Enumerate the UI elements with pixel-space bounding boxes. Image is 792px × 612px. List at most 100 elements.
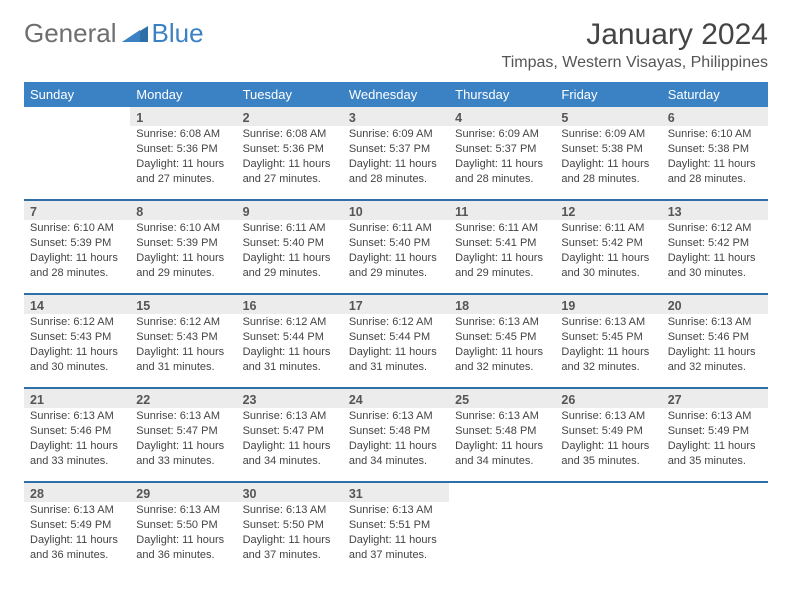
day-number-cell: 11 [449, 201, 555, 220]
daylight-line: Daylight: 11 hours and 30 minutes. [30, 345, 124, 375]
daylight-line: Daylight: 11 hours and 29 minutes. [455, 251, 549, 281]
sunset-line: Sunset: 5:48 PM [455, 424, 549, 439]
sunrise-line: Sunrise: 6:10 AM [136, 221, 230, 236]
sunset-line: Sunset: 5:47 PM [136, 424, 230, 439]
day-header: Sunday [24, 82, 130, 107]
brand-text-2: Blue [152, 18, 204, 49]
daylight-line: Daylight: 11 hours and 28 minutes. [455, 157, 549, 187]
day-header: Tuesday [237, 82, 343, 107]
sunrise-line: Sunrise: 6:13 AM [349, 503, 443, 518]
day-detail-cell: Sunrise: 6:13 AMSunset: 5:48 PMDaylight:… [449, 408, 555, 482]
day-number-cell: 22 [130, 389, 236, 408]
sunset-line: Sunset: 5:42 PM [561, 236, 655, 251]
brand-logo: General Blue [24, 18, 204, 49]
day-detail-cell: Sunrise: 6:12 AMSunset: 5:43 PMDaylight:… [24, 314, 130, 388]
sunrise-line: Sunrise: 6:13 AM [561, 315, 655, 330]
sunset-line: Sunset: 5:39 PM [136, 236, 230, 251]
sunrise-line: Sunrise: 6:12 AM [243, 315, 337, 330]
sunrise-line: Sunrise: 6:08 AM [243, 127, 337, 142]
day-header: Friday [555, 82, 661, 107]
day-number-cell: 5 [555, 107, 661, 126]
sunrise-line: Sunrise: 6:13 AM [455, 315, 549, 330]
day-header: Saturday [662, 82, 768, 107]
sunrise-line: Sunrise: 6:10 AM [668, 127, 762, 142]
day-number-cell: 1 [130, 107, 236, 126]
day-detail-cell: Sunrise: 6:13 AMSunset: 5:46 PMDaylight:… [662, 314, 768, 388]
sunrise-line: Sunrise: 6:09 AM [561, 127, 655, 142]
daylight-line: Daylight: 11 hours and 31 minutes. [243, 345, 337, 375]
day-detail-cell: Sunrise: 6:13 AMSunset: 5:49 PMDaylight:… [662, 408, 768, 482]
sunset-line: Sunset: 5:37 PM [349, 142, 443, 157]
sunrise-line: Sunrise: 6:13 AM [668, 409, 762, 424]
sunset-line: Sunset: 5:36 PM [243, 142, 337, 157]
sunrise-line: Sunrise: 6:11 AM [243, 221, 337, 236]
daylight-line: Daylight: 11 hours and 29 minutes. [243, 251, 337, 281]
day-detail-cell: Sunrise: 6:13 AMSunset: 5:45 PMDaylight:… [555, 314, 661, 388]
day-number-cell: 31 [343, 483, 449, 502]
day-detail-cell: Sunrise: 6:13 AMSunset: 5:50 PMDaylight:… [237, 502, 343, 576]
day-detail-cell: Sunrise: 6:13 AMSunset: 5:49 PMDaylight:… [24, 502, 130, 576]
day-detail-cell: Sunrise: 6:13 AMSunset: 5:46 PMDaylight:… [24, 408, 130, 482]
sunset-line: Sunset: 5:50 PM [243, 518, 337, 533]
daylight-line: Daylight: 11 hours and 36 minutes. [136, 533, 230, 563]
sunset-line: Sunset: 5:49 PM [30, 518, 124, 533]
day-number-cell: 18 [449, 295, 555, 314]
sunset-line: Sunset: 5:49 PM [561, 424, 655, 439]
sunset-line: Sunset: 5:40 PM [243, 236, 337, 251]
daylight-line: Daylight: 11 hours and 33 minutes. [136, 439, 230, 469]
day-detail-cell: Sunrise: 6:13 AMSunset: 5:47 PMDaylight:… [237, 408, 343, 482]
day-detail-cell [662, 502, 768, 576]
daylight-line: Daylight: 11 hours and 35 minutes. [668, 439, 762, 469]
daylight-line: Daylight: 11 hours and 27 minutes. [136, 157, 230, 187]
day-detail-cell: Sunrise: 6:09 AMSunset: 5:37 PMDaylight:… [449, 126, 555, 200]
day-detail-cell: Sunrise: 6:10 AMSunset: 5:39 PMDaylight:… [24, 220, 130, 294]
sunrise-line: Sunrise: 6:10 AM [30, 221, 124, 236]
sunrise-line: Sunrise: 6:13 AM [455, 409, 549, 424]
day-number-cell: 15 [130, 295, 236, 314]
sunrise-line: Sunrise: 6:09 AM [455, 127, 549, 142]
day-detail-cell: Sunrise: 6:09 AMSunset: 5:37 PMDaylight:… [343, 126, 449, 200]
daylight-line: Daylight: 11 hours and 34 minutes. [455, 439, 549, 469]
page-header: General Blue January 2024 Timpas, Wester… [24, 18, 768, 72]
daylight-line: Daylight: 11 hours and 34 minutes. [349, 439, 443, 469]
sunset-line: Sunset: 5:45 PM [561, 330, 655, 345]
calendar-body: 123456Sunrise: 6:08 AMSunset: 5:36 PMDay… [24, 107, 768, 576]
sunset-line: Sunset: 5:48 PM [349, 424, 443, 439]
day-number-cell: 25 [449, 389, 555, 408]
sunset-line: Sunset: 5:39 PM [30, 236, 124, 251]
sunrise-line: Sunrise: 6:11 AM [349, 221, 443, 236]
day-number-cell: 14 [24, 295, 130, 314]
sunrise-line: Sunrise: 6:13 AM [136, 409, 230, 424]
day-detail-cell: Sunrise: 6:13 AMSunset: 5:51 PMDaylight:… [343, 502, 449, 576]
day-number-cell: 7 [24, 201, 130, 220]
sunrise-line: Sunrise: 6:13 AM [349, 409, 443, 424]
sunset-line: Sunset: 5:44 PM [349, 330, 443, 345]
daylight-line: Daylight: 11 hours and 32 minutes. [561, 345, 655, 375]
daylight-line: Daylight: 11 hours and 30 minutes. [668, 251, 762, 281]
day-detail-cell: Sunrise: 6:12 AMSunset: 5:44 PMDaylight:… [343, 314, 449, 388]
calendar-head: SundayMondayTuesdayWednesdayThursdayFrid… [24, 82, 768, 107]
sunrise-line: Sunrise: 6:13 AM [30, 503, 124, 518]
sunrise-line: Sunrise: 6:11 AM [561, 221, 655, 236]
location-subtitle: Timpas, Western Visayas, Philippines [502, 54, 768, 72]
day-number-cell: 28 [24, 483, 130, 502]
daylight-line: Daylight: 11 hours and 28 minutes. [349, 157, 443, 187]
day-header: Monday [130, 82, 236, 107]
sunrise-line: Sunrise: 6:13 AM [30, 409, 124, 424]
sunrise-line: Sunrise: 6:12 AM [30, 315, 124, 330]
daylight-line: Daylight: 11 hours and 28 minutes. [30, 251, 124, 281]
sunset-line: Sunset: 5:42 PM [668, 236, 762, 251]
day-number-cell [662, 483, 768, 502]
day-number-cell: 10 [343, 201, 449, 220]
sunset-line: Sunset: 5:38 PM [668, 142, 762, 157]
daylight-line: Daylight: 11 hours and 31 minutes. [349, 345, 443, 375]
day-detail-cell: Sunrise: 6:12 AMSunset: 5:42 PMDaylight:… [662, 220, 768, 294]
sunset-line: Sunset: 5:49 PM [668, 424, 762, 439]
day-number-cell: 27 [662, 389, 768, 408]
day-number-cell: 16 [237, 295, 343, 314]
sunset-line: Sunset: 5:38 PM [561, 142, 655, 157]
day-detail-cell: Sunrise: 6:08 AMSunset: 5:36 PMDaylight:… [130, 126, 236, 200]
sunset-line: Sunset: 5:41 PM [455, 236, 549, 251]
daylight-line: Daylight: 11 hours and 32 minutes. [455, 345, 549, 375]
sunrise-line: Sunrise: 6:12 AM [349, 315, 443, 330]
